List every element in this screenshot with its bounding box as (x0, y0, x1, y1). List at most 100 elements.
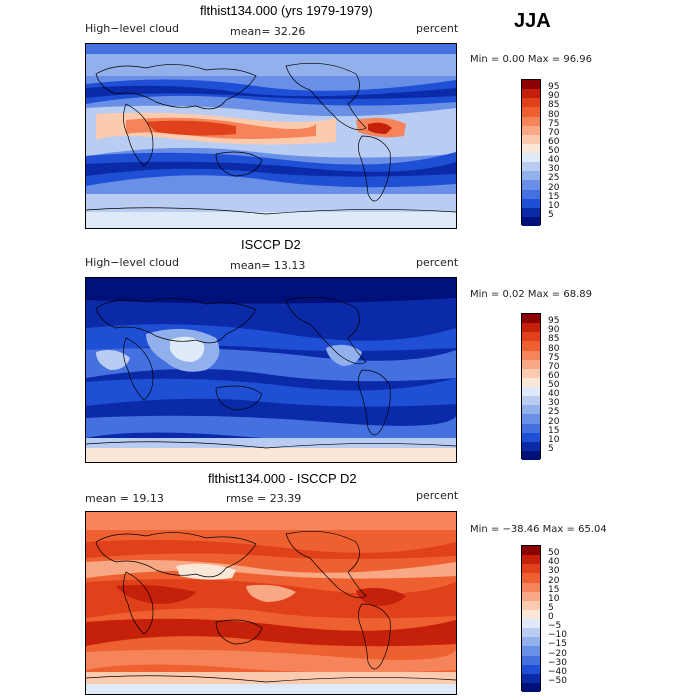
colorbar-segment (522, 591, 540, 601)
colorbar-segment (522, 134, 540, 144)
colorbar-tick-label: 60 (548, 370, 560, 381)
season-label: JJA (514, 10, 551, 32)
colorbar-segment (522, 655, 540, 665)
panel3-colorbar (521, 545, 541, 692)
colorbar-segment (522, 368, 540, 378)
colorbar-tick-label: 20 (548, 575, 560, 586)
colorbar-tick-label: −15 (548, 639, 567, 650)
colorbar-segment (522, 359, 540, 369)
panel2-colorbar (521, 313, 541, 460)
colorbar-tick-label: 70 (548, 127, 560, 138)
colorbar-segment (522, 673, 540, 683)
colorbar-segment (522, 682, 540, 692)
colorbar-segment (522, 619, 540, 629)
colorbar-tick-label: 25 (548, 407, 560, 418)
colorbar-segment (522, 332, 540, 342)
colorbar-segment (522, 546, 540, 556)
colorbar-segment (522, 664, 540, 674)
colorbar-segment (522, 198, 540, 208)
colorbar-tick-label: 85 (548, 334, 560, 345)
colorbar-segment (522, 341, 540, 351)
panel3-minmax: Min = −38.46 Max = 65.04 (470, 524, 607, 535)
colorbar-segment (522, 116, 540, 126)
colorbar-segment (522, 153, 540, 163)
colorbar-tick-label: 40 (548, 389, 560, 400)
panel3-title: flthist134.000 - ISCCP D2 (208, 471, 357, 486)
panel3-map (85, 511, 457, 695)
panel3-mean-label: mean = 19.13 (85, 492, 164, 505)
panel2-map-field (86, 278, 456, 462)
panel2-variable-label: High−level cloud (85, 256, 179, 269)
colorbar-tick-label: 20 (548, 416, 560, 427)
colorbar-tick-label: 10 (548, 434, 560, 445)
colorbar-segment (522, 423, 540, 433)
panel1-title: flthist134.000 (yrs 1979-1979) (200, 3, 373, 18)
colorbar-segment (522, 125, 540, 135)
panel2-map (85, 277, 457, 463)
colorbar-segment (522, 600, 540, 610)
colorbar-tick-label: 0 (548, 612, 554, 622)
colorbar-segment (522, 573, 540, 583)
colorbar-tick-label: 30 (548, 164, 560, 175)
colorbar-tick-label: 15 (548, 191, 560, 202)
colorbar-tick-label: −50 (548, 675, 567, 686)
colorbar-segment (522, 89, 540, 99)
colorbar-segment (522, 189, 540, 199)
colorbar-tick-label: −5 (548, 621, 562, 632)
colorbar-tick-label: 90 (548, 91, 560, 102)
panel2-mean-label: mean= 13.13 (230, 259, 306, 272)
colorbar-segment (522, 637, 540, 647)
colorbar-segment (522, 143, 540, 153)
panel1-colorbar (521, 79, 541, 226)
colorbar-segment (522, 564, 540, 574)
colorbar-segment (522, 396, 540, 406)
colorbar-segment (522, 323, 540, 333)
colorbar-tick-label: 20 (548, 182, 560, 193)
panel1-map-field (86, 44, 456, 228)
colorbar-tick-label: 5 (548, 602, 554, 613)
colorbar-segment (522, 207, 540, 217)
panel2-title: ISCCP D2 (241, 237, 301, 252)
colorbar-segment (522, 180, 540, 190)
colorbar-tick-label: 15 (548, 584, 560, 595)
panel1-variable-label: High−level cloud (85, 22, 179, 35)
panel3-units-label: percent (416, 489, 459, 502)
colorbar-segment (522, 107, 540, 117)
colorbar-tick-label: 40 (548, 155, 560, 166)
colorbar-tick-label: 90 (548, 325, 560, 336)
panel1-map (85, 43, 457, 229)
colorbar-tick-label: 50 (548, 146, 560, 156)
colorbar-tick-label: 40 (548, 557, 560, 568)
panel1-mean-label: mean= 32.26 (230, 25, 306, 38)
colorbar-tick-label: 85 (548, 100, 560, 111)
colorbar-segment (522, 432, 540, 442)
colorbar-tick-label: 10 (548, 593, 560, 604)
panel3-rmse-label: rmse = 23.39 (226, 492, 302, 505)
panel2-minmax: Min = 0.02 Max = 68.89 (470, 289, 592, 300)
colorbar-segment (522, 314, 540, 324)
colorbar-segment (522, 628, 540, 638)
colorbar-tick-label: 30 (548, 398, 560, 409)
colorbar-segment (522, 162, 540, 172)
colorbar-segment (522, 414, 540, 424)
colorbar-tick-label: 75 (548, 352, 560, 363)
panel1-units-label: percent (416, 22, 459, 35)
colorbar-segment (522, 441, 540, 451)
colorbar-tick-label: 80 (548, 109, 560, 120)
colorbar-segment (522, 350, 540, 360)
colorbar-segment (522, 646, 540, 656)
colorbar-tick-label: 10 (548, 200, 560, 211)
colorbar-tick-label: −10 (548, 630, 567, 641)
colorbar-segment (522, 405, 540, 415)
colorbar-tick-label: −30 (548, 657, 567, 668)
colorbar-segment (522, 582, 540, 592)
colorbar-tick-label: 50 (548, 380, 560, 390)
colorbar-segment (522, 171, 540, 181)
colorbar-tick-label: 95 (548, 316, 560, 327)
colorbar-tick-label: 70 (548, 361, 560, 372)
colorbar-segment (522, 450, 540, 460)
colorbar-segment (522, 377, 540, 387)
colorbar-tick-label: 15 (548, 425, 560, 436)
colorbar-tick-label: 25 (548, 173, 560, 184)
colorbar-segment (522, 80, 540, 90)
